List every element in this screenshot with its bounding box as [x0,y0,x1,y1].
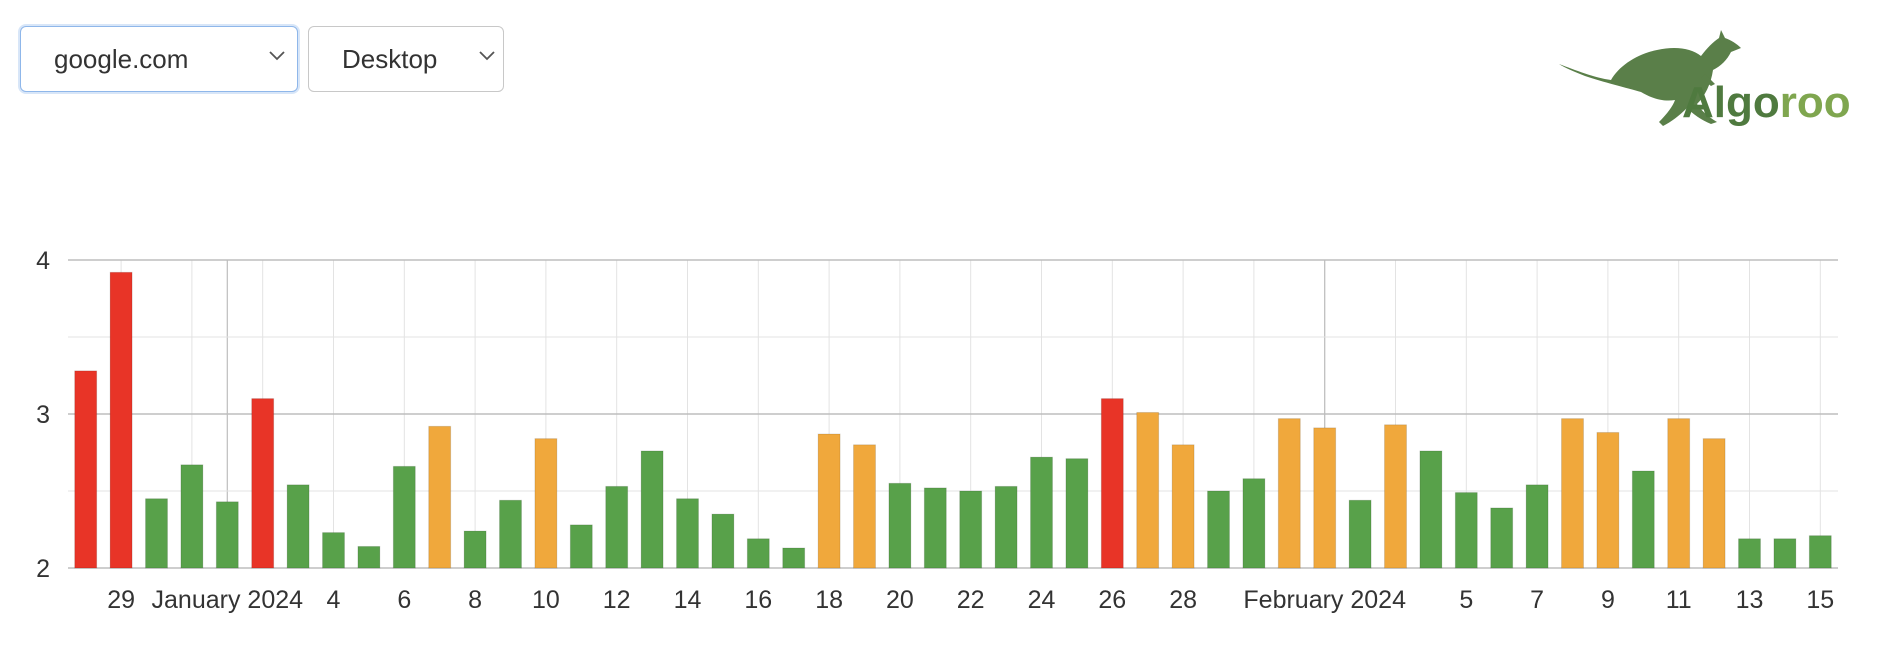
bar [711,513,735,569]
bar [1525,484,1549,569]
bar [463,530,487,569]
logo-text-b: roo [1780,78,1851,127]
bar [1171,444,1195,569]
bar [640,450,664,569]
x-tick-label: 22 [957,586,985,614]
x-tick-label: 13 [1736,586,1764,614]
x-tick-label: 28 [1169,586,1197,614]
bar [109,271,133,569]
bar [1667,418,1691,569]
x-tick-label: January 2024 [152,586,304,614]
bar [853,444,876,569]
x-tick-label: 12 [603,586,631,614]
bar [74,370,98,569]
bar [817,433,841,569]
bar [534,438,558,569]
bar [1207,490,1230,569]
algoroo-logo: Algoroo [1559,30,1851,127]
bar [1773,538,1797,569]
bar [392,465,416,569]
bar [994,485,1018,569]
device-select-value: Desktop [342,44,438,74]
bar [1384,424,1407,569]
x-tick-label: 15 [1806,586,1834,614]
logo-text-a: Algo [1682,78,1780,127]
bar [1631,470,1655,569]
bar [1454,492,1478,569]
bar [1065,458,1089,569]
y-tick-label: 3 [36,401,50,429]
bar [251,398,275,569]
x-tick-label: 14 [674,586,702,614]
bar [428,425,452,569]
x-tick-label: 16 [744,586,772,614]
x-tick-label: 8 [468,586,482,614]
x-tick-label: 4 [327,586,341,614]
bars-layer [74,271,1832,569]
bar [959,490,983,569]
bar [1738,538,1761,569]
site-select-value: google.com [54,44,189,74]
bar [286,484,310,569]
x-tick-label: February 2024 [1243,586,1406,614]
x-tick-label: 29 [107,586,135,614]
bar [782,547,806,569]
bar [569,524,593,569]
bar [1490,507,1514,569]
bar [888,482,912,569]
bar [1419,450,1443,569]
kangaroo-icon [1559,30,1741,126]
bar [1313,427,1337,569]
bar [1277,418,1301,569]
bar [1030,456,1053,569]
x-tick-label: 20 [886,586,914,614]
chevron-down-icon [479,51,495,61]
x-tick-label: 6 [397,586,411,614]
y-tick-label: 2 [36,555,50,583]
bar [322,532,345,569]
bar [1100,398,1124,569]
x-tick-label: 24 [1028,586,1056,614]
x-tick-label: 7 [1530,586,1544,614]
x-tick-label: 26 [1098,586,1126,614]
x-tick-label: 18 [815,586,843,614]
chevron-down-icon [269,51,285,61]
device-select[interactable]: Desktop [308,26,504,92]
bar [1242,478,1266,569]
bar [357,545,381,569]
bar [746,538,770,569]
bar [1561,418,1584,569]
bar [499,499,522,569]
x-tick-label: 10 [532,586,560,614]
logo-text: Algoroo [1682,78,1851,127]
bar [215,501,239,569]
bar [1348,499,1372,569]
bar [1136,411,1160,569]
bar [180,464,204,569]
bar [1808,535,1832,569]
bar [1596,431,1620,569]
labels-layer: 2 3 4 29 January 2024 4 6 8 10 12 14 16 18 20 22 24 26 28… [36,247,1834,614]
bar [1702,438,1726,569]
bar [605,485,629,569]
site-select[interactable]: google.com [20,26,298,92]
bar [145,498,168,569]
y-tick-label: 4 [36,247,50,275]
x-tick-label: 9 [1601,586,1615,614]
bar [923,487,947,569]
bar [676,498,699,569]
x-tick-label: 5 [1459,586,1473,614]
x-tick-label: 11 [1666,586,1692,614]
